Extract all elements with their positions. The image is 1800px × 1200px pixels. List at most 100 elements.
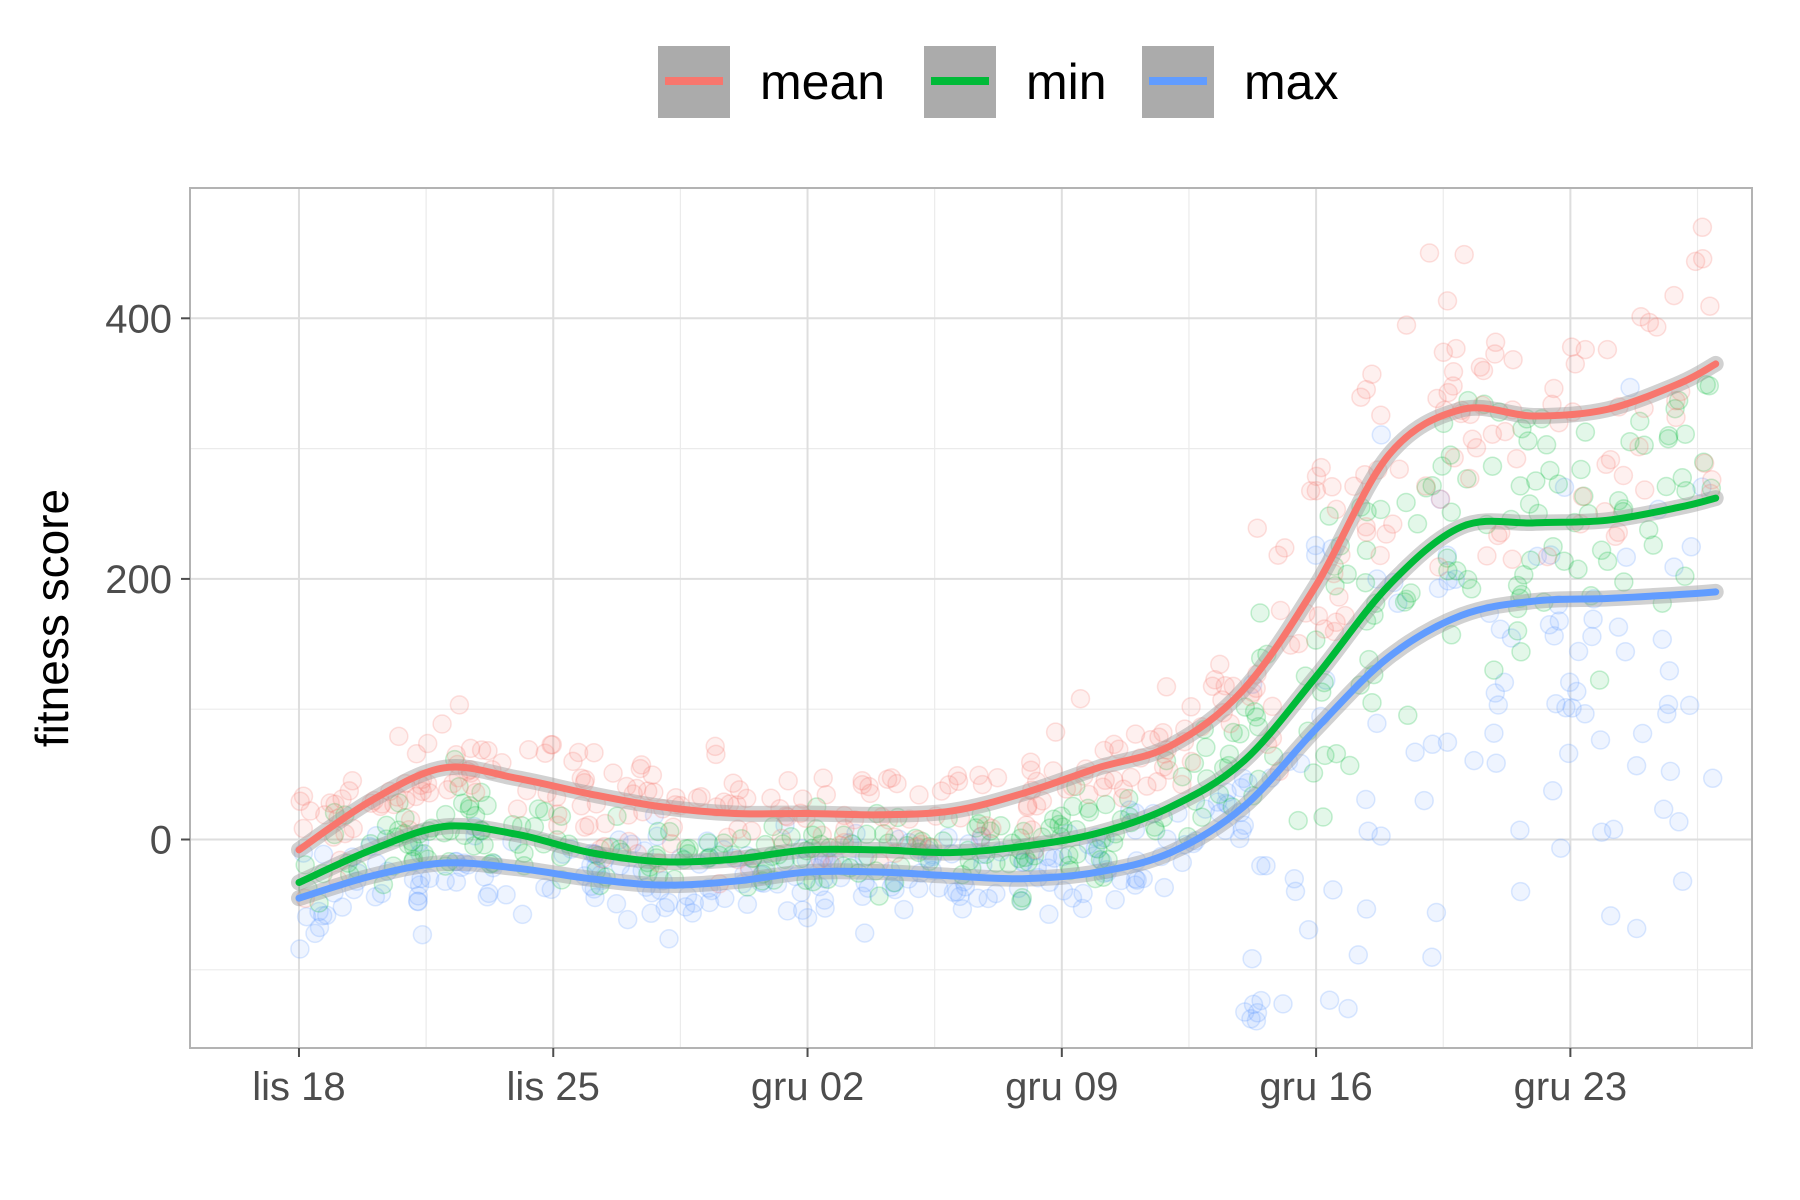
point-min <box>1013 821 1034 842</box>
point-min <box>1548 474 1569 494</box>
point-min <box>1518 431 1538 451</box>
point-mean <box>542 734 563 755</box>
point-min <box>1018 852 1039 872</box>
point-mean <box>1093 777 1113 798</box>
point-mean <box>396 790 416 810</box>
point-mean <box>571 796 592 816</box>
point-min <box>1325 576 1345 596</box>
point-min <box>1355 572 1376 593</box>
point-mean <box>816 784 837 805</box>
point-min <box>460 796 480 816</box>
point-min <box>1512 418 1532 439</box>
y-tick-label: 400 <box>105 297 172 341</box>
point-min <box>1401 583 1421 603</box>
point-mean <box>419 783 440 803</box>
point-max <box>1358 821 1378 841</box>
point-mean <box>1537 546 1558 567</box>
plot-panel <box>189 187 1753 1049</box>
point-min <box>1484 660 1504 680</box>
point-mean <box>1383 514 1403 534</box>
point-max <box>658 892 679 913</box>
point-mean <box>584 742 604 763</box>
point-min <box>1311 682 1332 702</box>
point-max <box>316 905 337 926</box>
point-max <box>609 830 629 850</box>
point-max <box>814 890 835 910</box>
point-min <box>1356 540 1377 561</box>
point-mean <box>813 768 833 788</box>
point-min <box>1337 564 1357 585</box>
point-max <box>641 903 661 924</box>
point-min <box>1658 425 1679 446</box>
y-axis-title: fitness score <box>26 489 78 747</box>
x-axis: lis 18 lis 25 gru 02 gru 09 gru 16 gru 23 <box>252 1048 1627 1109</box>
point-mean <box>1419 243 1440 263</box>
point-mean <box>339 781 360 801</box>
point-mean <box>728 819 748 839</box>
point-min <box>833 825 854 846</box>
point-min <box>1078 798 1098 819</box>
point-max <box>858 878 878 898</box>
point-mean <box>969 765 989 786</box>
point-max <box>928 878 949 898</box>
point-max <box>943 882 964 902</box>
point-mean <box>1079 784 1099 805</box>
point-mean <box>1026 796 1047 816</box>
point-max <box>1559 672 1580 693</box>
point-mean <box>332 789 352 809</box>
point-mean <box>1181 697 1201 717</box>
point-mean <box>1371 405 1391 426</box>
point-min <box>659 821 680 842</box>
point-max <box>737 894 758 915</box>
point-max <box>1371 425 1392 445</box>
point-min <box>1507 621 1528 641</box>
point-min <box>1359 649 1379 670</box>
point-min <box>1095 794 1116 815</box>
point-min <box>966 818 986 838</box>
point-max <box>1620 377 1640 398</box>
point-mean <box>792 789 813 809</box>
point-mean <box>1153 722 1173 743</box>
point-max <box>967 888 988 908</box>
point-mean <box>971 826 992 847</box>
point-max <box>1241 1009 1261 1029</box>
point-max <box>1284 869 1305 889</box>
point-mean <box>1634 480 1655 500</box>
point-mean <box>1159 760 1179 780</box>
point-mean <box>976 815 996 836</box>
point-min <box>389 793 409 813</box>
point-mean <box>1437 291 1458 311</box>
point-min <box>1540 460 1560 481</box>
point-mean <box>471 740 492 760</box>
point-mean <box>1565 354 1586 374</box>
point-min <box>1526 471 1546 491</box>
y-axis: 0 200 400 <box>105 297 190 863</box>
point-mean <box>626 778 647 799</box>
point-mean <box>595 813 615 834</box>
point-max <box>1542 781 1563 801</box>
point-min <box>1441 502 1462 522</box>
point-max <box>541 879 562 900</box>
point-mean <box>1125 724 1146 744</box>
point-mean <box>1314 619 1335 639</box>
point-max <box>365 887 386 907</box>
point-min <box>1398 705 1418 726</box>
point-mean <box>1147 771 1167 792</box>
smooth-line-mean <box>295 360 1720 854</box>
point-min <box>1088 839 1108 859</box>
point-max <box>699 892 720 913</box>
point-mean <box>548 815 568 835</box>
point-max <box>881 877 902 897</box>
point-max <box>1437 545 1457 566</box>
point-mean <box>518 740 539 760</box>
point-mean <box>1389 459 1410 479</box>
point-min <box>1043 809 1064 829</box>
point-min <box>1482 456 1503 476</box>
point-mean <box>325 794 345 814</box>
point-max <box>697 831 717 851</box>
point-mean <box>1121 767 1141 788</box>
point-mean <box>1045 722 1066 742</box>
point-mean <box>535 743 555 763</box>
point-min <box>376 815 397 836</box>
